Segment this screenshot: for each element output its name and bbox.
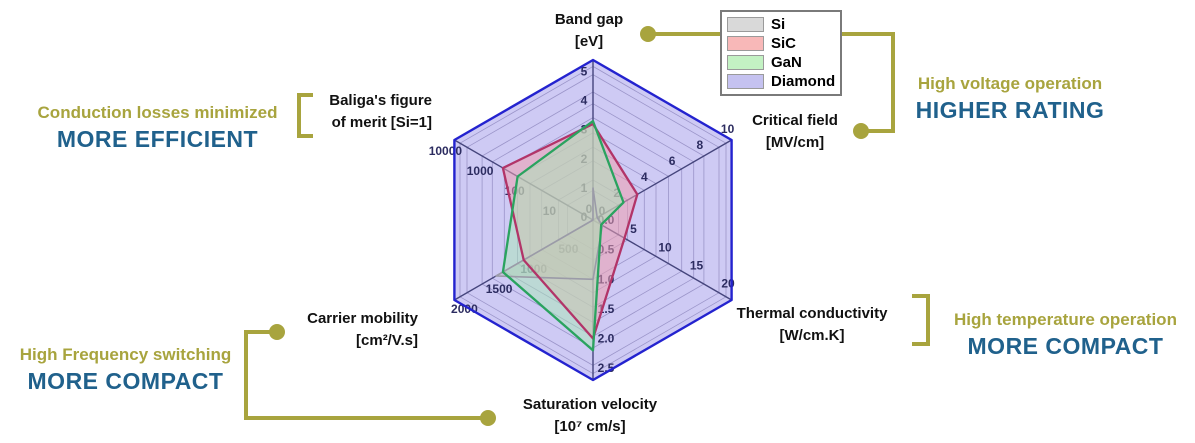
tick-label-band-gap: 4 [581, 94, 588, 108]
series-diamond-outline [453, 58, 733, 382]
legend-swatch-diamond [727, 74, 764, 89]
tick-label-critical-field: 4 [641, 170, 648, 184]
bracket-baliga [297, 93, 313, 138]
series-gan-outline [501, 119, 625, 352]
legend-label-sic: SiC [771, 35, 797, 52]
tick-label-saturation-velocity: 2.0 [598, 332, 615, 346]
connector-dot-saturation-velocity [480, 410, 496, 426]
legend-swatch-gan [727, 55, 764, 70]
tick-label-baliga-fom: 1000 [467, 164, 494, 178]
series-gan-area [502, 121, 624, 351]
legend-label-si: Si [771, 16, 786, 33]
axis-label-band-gap: Band gap [eV] [554, 11, 624, 50]
series-si-outline [495, 187, 604, 281]
radar-layers: 0123450246810051015200.00.51.01.52.02.55… [429, 58, 735, 382]
tick-label-thermal-conductivity: 5 [630, 222, 637, 236]
legend-item-diamond: Diamond [727, 72, 835, 91]
tick-label-thermal-conductivity: 20 [721, 277, 735, 291]
tick-label-critical-field: 10 [721, 122, 735, 136]
annotation-high-voltage: High voltage operation HIGHER RATING [915, 74, 1105, 123]
axis-label-critical-field: Critical field [MV/cm] [752, 112, 838, 151]
tick-label-saturation-velocity: 2.5 [598, 361, 615, 375]
tick-label-critical-field: 6 [669, 154, 676, 168]
tick-label-carrier-mobility: 2000 [451, 302, 478, 316]
tick-label-thermal-conductivity: 10 [658, 240, 672, 254]
annotation-high-frequency: High Frequency switching MORE COMPACT [19, 345, 232, 394]
tick-label-critical-field: 8 [697, 138, 704, 152]
connector-dot-critical-field [853, 123, 869, 139]
connector-high-frequency [244, 324, 496, 426]
tick-label-carrier-mobility: 1500 [486, 282, 513, 296]
legend-label-diamond: Diamond [771, 73, 836, 90]
annotation-conduction-losses: Conduction losses minimized MORE EFFICIE… [37, 103, 278, 152]
legend-label-gan: GaN [771, 54, 802, 71]
axis-label-thermal-conductivity: Thermal conductivity [W/cm.K] [736, 305, 888, 344]
annotation-high-temperature: High temperature operation MORE COMPACT [954, 310, 1177, 359]
legend-swatch-sic [727, 36, 764, 51]
axis-label-saturation-velocity: Saturation velocity [10⁷ cm/s] [522, 396, 658, 435]
legend-swatch-si [727, 17, 764, 32]
tick-label-thermal-conductivity: 15 [690, 259, 704, 273]
axis-label-carrier-mobility: Carrier mobility [cm²/V.s] [307, 310, 418, 349]
legend-item-si: Si [727, 15, 835, 34]
tick-label-band-gap: 5 [581, 65, 588, 79]
legend-item-gan: GaN [727, 53, 835, 72]
bracket-thermal [912, 294, 930, 346]
legend: Si SiC GaN Diamond [720, 10, 843, 96]
legend-item-sic: SiC [727, 34, 835, 53]
tick-label-baliga-fom: 10000 [429, 144, 463, 158]
axis-label-baliga-fom: Baliga's figure of merit [Si=1] [329, 92, 432, 131]
